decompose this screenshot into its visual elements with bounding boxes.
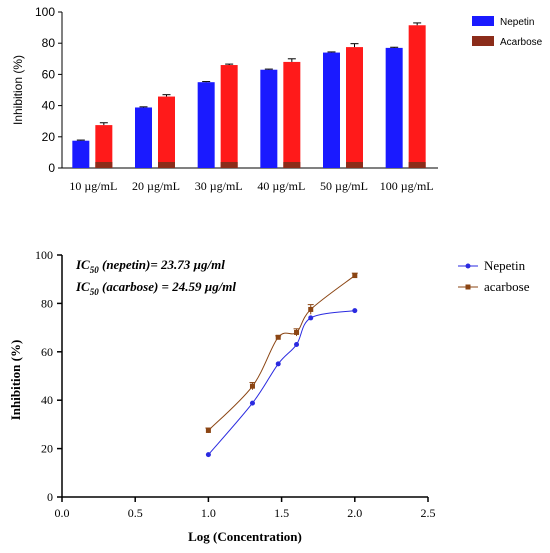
annotation-ic50-acarbose: IC50 (acarbose) = 24.59 µg/ml [75, 279, 236, 297]
bar-nepetin-0 [72, 140, 90, 168]
bar-acarbose-3 [283, 61, 301, 168]
curve-point-nepetin [308, 315, 314, 321]
bar-legend: Nepetin Acarbose [472, 16, 543, 48]
curve-x-tick-label: 0.5 [128, 506, 143, 520]
bar-x-ticks: 10 µg/mL 20 µg/mL 30 µg/mL 40 µg/mL 50 µg/mL… [69, 179, 433, 193]
bar-y-tick-label: 80 [42, 36, 56, 50]
curve-y-tick-label: 80 [41, 296, 53, 310]
bar-x-tick-label: 100 µg/mL [380, 179, 434, 193]
bar-x-tick-label: 10 µg/mL [69, 179, 117, 193]
curve-point-nepetin [249, 400, 255, 406]
curve-x-axis-label: Log (Concentration) [188, 529, 302, 544]
bar-acarbose-0 [95, 125, 113, 168]
bar-acarbose-2 [220, 65, 238, 168]
curve-x-tick-label: 0.0 [55, 506, 70, 520]
curve-x-ticks: 0.0 0.5 1.0 1.5 2.0 2.5 [55, 497, 436, 520]
curve-y-axis-label: Inhibition (%) [8, 340, 23, 421]
curve-point-acarbose [308, 306, 314, 312]
curve-x-tick-label: 2.0 [347, 506, 362, 520]
legend-label-acarbose: Acarbose [500, 37, 543, 48]
curve-point-acarbose [205, 427, 211, 433]
bar-base-acarbose-5 [408, 162, 426, 168]
bar-nepetin-2 [197, 82, 215, 168]
legend-label-acarbose-curve: acarbose [484, 279, 530, 294]
bar-base-acarbose-2 [220, 162, 238, 168]
bar-x-tick-label: 30 µg/mL [195, 179, 243, 193]
curve-chart: 0 20 40 60 80 100 0.0 0.5 1.0 1.5 2.0 2.5 Inhibiti… [8, 248, 530, 544]
bar-y-ticks: 0 20 40 60 80 100 [35, 5, 62, 175]
curve-point-nepetin [294, 342, 300, 348]
bar-nepetin-1 [135, 107, 152, 168]
curve-point-acarbose [294, 329, 300, 335]
bar-chart: 0 20 40 60 80 100 10 µg/mL 20 µg/mL 30 µg/mL 40 … [11, 5, 543, 193]
annotation-ic50-nepetin: IC50 (nepetin)= 23.73 µg/ml [75, 257, 225, 275]
curve-marks [205, 272, 358, 458]
bar-y-tick-label: 60 [42, 67, 56, 81]
bar-x-tick-label: 20 µg/mL [132, 179, 180, 193]
bar-acarbose-4 [346, 47, 363, 168]
curve-point-acarbose [275, 334, 281, 340]
curve-point-acarbose [249, 383, 255, 389]
curve-x-tick-label: 1.0 [201, 506, 216, 520]
bar-y-tick-label: 0 [48, 161, 55, 175]
bar-base-acarbose-0 [95, 162, 113, 168]
bar-x-tick-label: 40 µg/mL [257, 179, 305, 193]
legend-swatch-acarbose [472, 36, 494, 46]
curve-point-nepetin [275, 361, 281, 367]
bar-acarbose-1 [158, 96, 175, 168]
bar-nepetin-4 [323, 52, 340, 169]
bar-nepetin-5 [385, 47, 403, 168]
bar-y-axis-label: Inhibition (%) [11, 55, 25, 125]
bar-marks [72, 22, 426, 169]
bar-base-acarbose-4 [346, 162, 363, 168]
curve-point-nepetin [352, 308, 358, 314]
bar-nepetin-3 [260, 69, 278, 168]
bar-base-acarbose-3 [283, 162, 301, 168]
bar-y-tick-label: 20 [42, 130, 56, 144]
legend-swatch-nepetin [472, 16, 494, 26]
curve-point-acarbose [352, 273, 358, 279]
curve-line-nepetin [208, 310, 355, 455]
bar-acarbose-5 [408, 25, 426, 169]
bar-y-tick-label: 100 [35, 5, 55, 19]
legend-marker-acarbose [465, 284, 471, 290]
curve-y-tick-label: 20 [41, 442, 53, 456]
curve-y-ticks: 0 20 40 60 80 100 [35, 248, 62, 504]
curve-line-acarbose [208, 275, 356, 431]
legend-label-nepetin: Nepetin [500, 17, 534, 28]
bar-y-tick-label: 40 [42, 99, 56, 113]
legend-label-nepetin-curve: Nepetin [484, 258, 526, 273]
curve-y-tick-label: 0 [47, 490, 53, 504]
curve-x-tick-label: 1.5 [274, 506, 289, 520]
legend-marker-nepetin [465, 263, 471, 269]
bar-base-acarbose-1 [158, 162, 175, 168]
bar-x-tick-label: 50 µg/mL [320, 179, 368, 193]
curve-y-tick-label: 100 [35, 248, 53, 262]
curve-point-nepetin [205, 452, 211, 458]
curve-x-tick-label: 2.5 [421, 506, 436, 520]
curve-y-tick-label: 40 [41, 393, 53, 407]
curve-y-tick-label: 60 [41, 345, 53, 359]
curve-legend: Nepetin acarbose [458, 258, 530, 294]
